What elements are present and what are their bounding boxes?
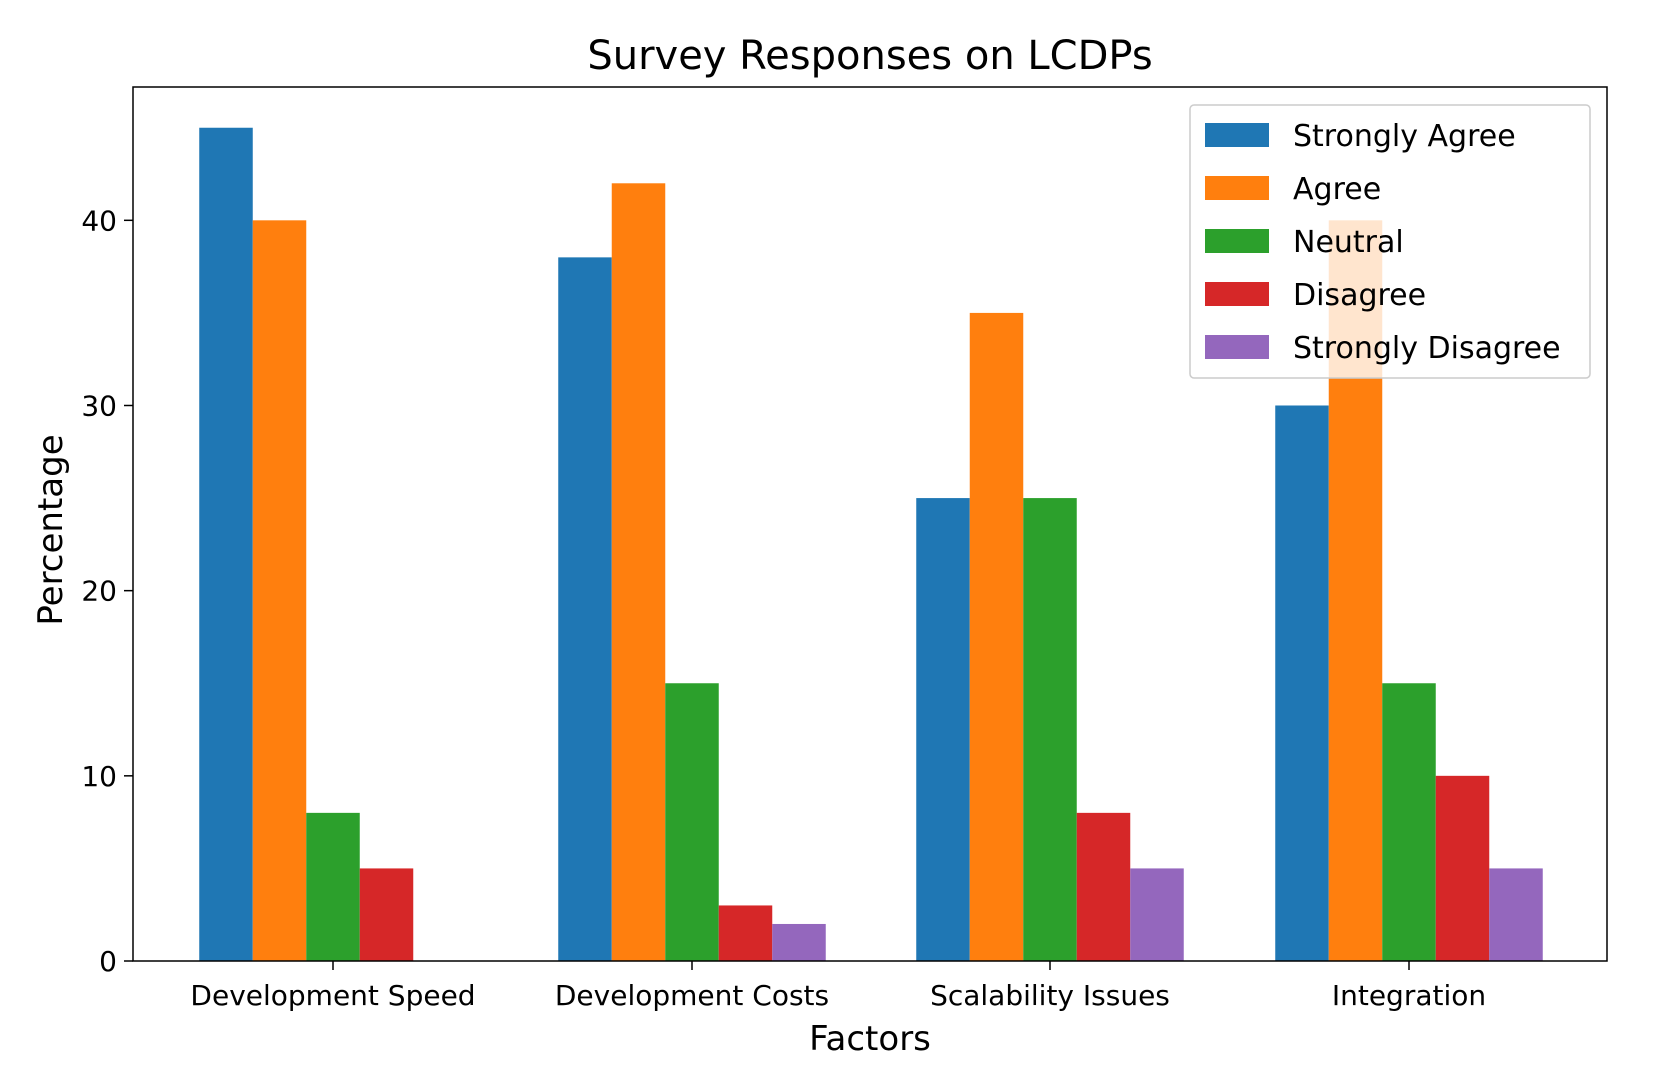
- bar-3-1: [718, 905, 773, 961]
- bar-2-3: [1382, 683, 1436, 961]
- bar-2-1: [665, 683, 719, 961]
- legend-swatch: [1205, 123, 1269, 147]
- y-axis-label: Percentage: [31, 434, 71, 625]
- legend-label: Agree: [1293, 172, 1381, 207]
- chart-title: Survey Responses on LCDPs: [587, 33, 1152, 79]
- x-tick-label: Scalability Issues: [930, 979, 1170, 1012]
- legend-swatch: [1205, 176, 1269, 200]
- bar-0-3: [1275, 405, 1329, 961]
- bar-2-2: [1023, 498, 1077, 961]
- bar-0-0: [199, 127, 253, 962]
- x-axis-label: Factors: [809, 1019, 931, 1059]
- y-tick-label: 30: [81, 389, 117, 422]
- y-tick-label: 40: [81, 204, 117, 237]
- legend-swatch: [1205, 335, 1269, 359]
- bar-1-0: [252, 220, 307, 961]
- bar-3-2: [1076, 812, 1131, 961]
- bar-0-2: [916, 498, 970, 961]
- plot-frame: [132, 86, 1608, 962]
- legend-box: [1189, 104, 1591, 379]
- bars-group: [199, 127, 1543, 962]
- y-tick-label: 10: [81, 760, 117, 793]
- legend-label: Disagree: [1293, 278, 1426, 313]
- legend-label: Strongly Disagree: [1293, 331, 1561, 366]
- x-tick-label: Development Speed: [190, 979, 475, 1012]
- legend-swatch: [1205, 282, 1269, 306]
- bar-3-0: [359, 868, 414, 961]
- legend-label: Strongly Agree: [1293, 119, 1516, 154]
- bar-4-1: [772, 923, 826, 961]
- x-axis: Development Speed Development Costs Scalab…: [190, 961, 1486, 1012]
- bar-4-2: [1130, 868, 1184, 961]
- bar-1-1: [611, 183, 666, 962]
- y-tick-label: 20: [81, 575, 117, 608]
- bar-3-3: [1435, 775, 1490, 961]
- x-tick-label: Integration: [1332, 979, 1486, 1012]
- legend: Strongly Agree Agree Neutral Disagree Strong…: [1189, 104, 1591, 379]
- bar-0-1: [558, 257, 612, 961]
- y-axis: 0 10 20 30 40: [81, 204, 133, 978]
- y-tick-label: 0: [99, 945, 117, 978]
- bar-2-0: [306, 812, 360, 961]
- legend-label: Neutral: [1293, 225, 1404, 260]
- bar-4-3: [1489, 868, 1543, 961]
- bar-1-2: [969, 312, 1024, 961]
- x-tick-label: Development Costs: [555, 979, 829, 1012]
- legend-swatch: [1205, 229, 1269, 253]
